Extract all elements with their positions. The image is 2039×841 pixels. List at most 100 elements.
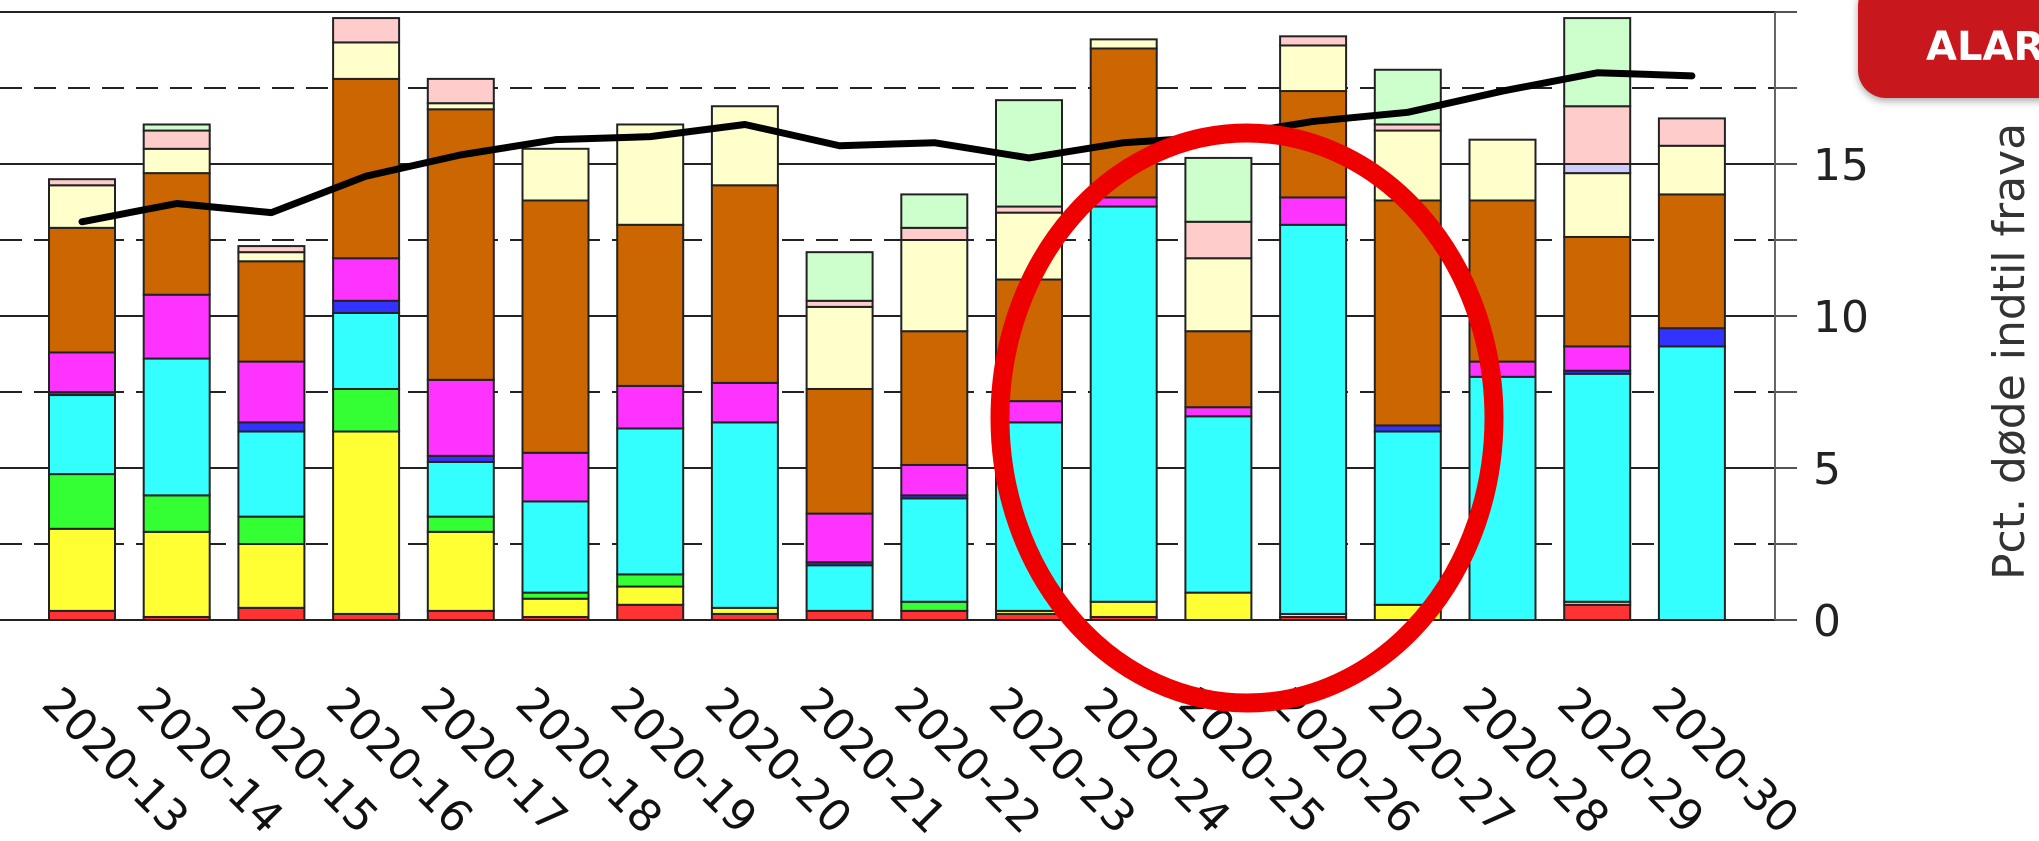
right-axis-label: Pct. døde indtil frava bbox=[1984, 123, 2035, 580]
bar-segment bbox=[1279, 44, 1348, 93]
bar-segment bbox=[237, 543, 306, 609]
bar-segment bbox=[237, 360, 306, 424]
bar-segment bbox=[1657, 193, 1726, 330]
bar-segment bbox=[900, 497, 969, 603]
bar-segment bbox=[1184, 415, 1253, 594]
bar-segment bbox=[426, 77, 495, 105]
bar-segment bbox=[1279, 35, 1348, 47]
bar-segment bbox=[710, 184, 779, 384]
bar-segment bbox=[710, 381, 779, 424]
bar-segment bbox=[332, 387, 401, 433]
bar-segment bbox=[426, 609, 495, 622]
bar-segment bbox=[332, 41, 401, 80]
bar-segment bbox=[805, 512, 874, 564]
bar-segment bbox=[1563, 172, 1632, 238]
bar-segment bbox=[1184, 220, 1253, 260]
bar-segment bbox=[805, 305, 874, 390]
x-axis-ticks: 2020-132020-142020-152020-162020-172020-… bbox=[32, 678, 1808, 841]
bar-segment bbox=[805, 609, 874, 622]
bar-segment bbox=[900, 463, 969, 497]
bar-segment bbox=[426, 378, 495, 457]
bar-segment bbox=[426, 515, 495, 533]
bar-segment bbox=[332, 311, 401, 390]
bar-segment bbox=[237, 245, 306, 254]
bar-segment bbox=[1563, 372, 1632, 603]
right-axis-tick-label: 15 bbox=[1813, 140, 1869, 191]
trend-line bbox=[78, 69, 1696, 226]
right-axis-tick-label: 0 bbox=[1813, 596, 1841, 647]
bar-segment bbox=[48, 394, 116, 476]
bar-segment bbox=[1089, 205, 1158, 603]
bar-segment bbox=[1468, 360, 1537, 378]
bar-segment bbox=[237, 421, 306, 433]
bar-segment bbox=[900, 600, 969, 612]
right-axis-ticks: 0 5 10 15 bbox=[1775, 11, 1869, 647]
bar-segment bbox=[237, 430, 306, 518]
bar-segment bbox=[142, 172, 211, 296]
bar-segment bbox=[142, 147, 211, 175]
bar-segment bbox=[900, 609, 969, 622]
bar-segment bbox=[900, 193, 969, 229]
bar-segment bbox=[805, 387, 874, 515]
bar-segment bbox=[48, 473, 116, 530]
bar-segment bbox=[48, 527, 116, 612]
bar-segment bbox=[426, 530, 495, 612]
bar-segment bbox=[616, 384, 685, 430]
bar-segment bbox=[1563, 105, 1632, 165]
bar-segment bbox=[48, 226, 116, 354]
bar-segment bbox=[1563, 17, 1632, 108]
bar-segment bbox=[1279, 223, 1348, 615]
bar-segment bbox=[521, 597, 590, 618]
bar-segment bbox=[142, 123, 211, 132]
bar-segment bbox=[1373, 430, 1442, 606]
bar-segment bbox=[332, 257, 401, 302]
right-axis-tick-label: 5 bbox=[1813, 444, 1841, 495]
bar-segment bbox=[1279, 196, 1348, 226]
bar-segment bbox=[616, 573, 685, 588]
bar-segment bbox=[616, 427, 685, 576]
highlight-circle bbox=[990, 123, 1504, 713]
bar-segment bbox=[332, 17, 401, 44]
bar-segment bbox=[1184, 591, 1253, 622]
bar-segment bbox=[521, 199, 590, 454]
bar-segment bbox=[1184, 156, 1253, 223]
bar-segment bbox=[1184, 257, 1253, 333]
bar-segment bbox=[1563, 603, 1632, 621]
bar-segment bbox=[900, 330, 969, 466]
bar-segment bbox=[1563, 235, 1632, 348]
bar-segment bbox=[48, 178, 116, 187]
bar-segment bbox=[1657, 144, 1726, 196]
bar-segment bbox=[521, 147, 590, 202]
bar-segment bbox=[237, 260, 306, 363]
bar-segment bbox=[332, 299, 401, 314]
bar-segment bbox=[1089, 38, 1158, 50]
bar-segment bbox=[142, 530, 211, 618]
bar-segment bbox=[900, 239, 969, 333]
bar-segment bbox=[710, 105, 779, 187]
bar-segment bbox=[805, 564, 874, 612]
bar-segment bbox=[900, 226, 969, 241]
bar-segment bbox=[1468, 138, 1537, 202]
bar-segment bbox=[332, 430, 401, 615]
bar-segment bbox=[1563, 163, 1632, 175]
bar-segment bbox=[142, 357, 211, 497]
bar-segment bbox=[1657, 345, 1726, 621]
bar-segment bbox=[142, 129, 211, 150]
bar-series bbox=[48, 17, 1726, 622]
bar-segment bbox=[1657, 327, 1726, 348]
bar-segment bbox=[1563, 345, 1632, 372]
alarm-badge: ALAR bbox=[1858, 0, 2039, 98]
bar-segment bbox=[521, 500, 590, 594]
bar-segment bbox=[616, 585, 685, 606]
bar-segment bbox=[805, 251, 874, 302]
bar-segment bbox=[142, 293, 211, 360]
bar-segment bbox=[616, 123, 685, 226]
bar-segment bbox=[1184, 406, 1253, 418]
bar-segment bbox=[237, 515, 306, 546]
bar-segment bbox=[426, 460, 495, 518]
bar-segment bbox=[237, 606, 306, 622]
bar-segment bbox=[616, 603, 685, 621]
bar-segment bbox=[1089, 600, 1158, 618]
bar-segment bbox=[1657, 117, 1726, 147]
